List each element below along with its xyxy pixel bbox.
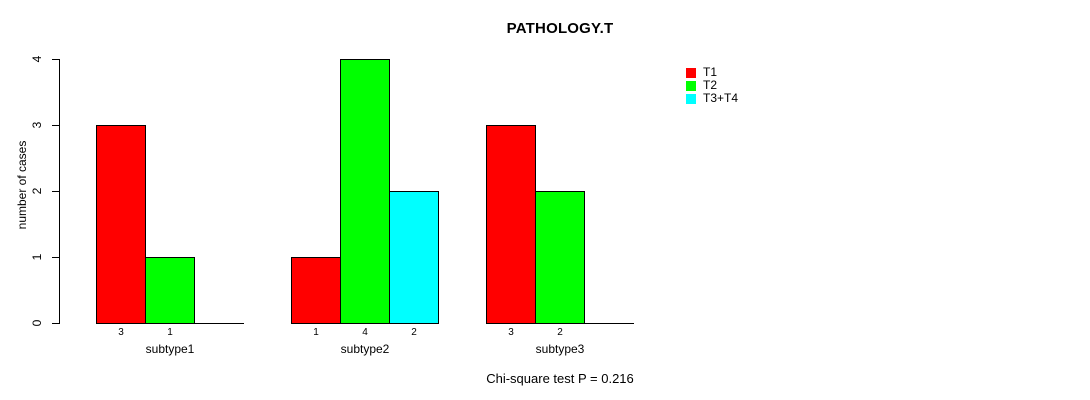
y-tick-label: 1 xyxy=(30,253,44,261)
y-tick-label: 0 xyxy=(30,319,44,327)
bar xyxy=(486,125,536,324)
bar-value-label: 4 xyxy=(362,327,368,338)
y-tick xyxy=(52,257,59,258)
group-label: subtype2 xyxy=(340,342,390,356)
y-tick xyxy=(52,59,59,60)
legend-swatch xyxy=(686,67,696,78)
legend-label: T1 xyxy=(703,65,718,79)
bar xyxy=(96,125,146,324)
legend-swatch xyxy=(686,80,696,91)
chi-square-annotation: Chi-square test P = 0.216 xyxy=(486,371,634,386)
y-tick-label: 4 xyxy=(30,55,44,63)
y-tick xyxy=(52,125,59,126)
bar xyxy=(145,257,195,324)
legend-swatch xyxy=(686,93,696,104)
legend: T1 T2 T3+T4 xyxy=(686,66,738,105)
bar-value-label: 3 xyxy=(118,327,124,338)
legend-label: T3+T4 xyxy=(703,91,739,105)
bar xyxy=(291,257,341,324)
bar xyxy=(389,191,439,324)
zero-bar-line xyxy=(194,323,244,324)
legend-item: T2 xyxy=(686,79,738,92)
zero-bar-line xyxy=(584,323,634,324)
bar xyxy=(535,191,585,324)
legend-item: T1 xyxy=(686,66,738,79)
legend-label: T2 xyxy=(703,78,718,92)
y-axis-line xyxy=(59,59,60,324)
bar-value-label: 2 xyxy=(411,327,417,338)
group-label: subtype3 xyxy=(535,342,585,356)
bar xyxy=(340,59,390,324)
bar-value-label: 3 xyxy=(508,327,514,338)
group-label: subtype1 xyxy=(145,342,195,356)
legend-item: T3+T4 xyxy=(686,92,738,105)
y-tick xyxy=(52,191,59,192)
y-tick-label: 2 xyxy=(30,187,44,195)
y-tick xyxy=(52,323,59,324)
bar-value-label: 2 xyxy=(557,327,563,338)
y-tick-label: 3 xyxy=(30,121,44,129)
bar-value-label: 1 xyxy=(167,327,173,338)
bar-value-label: 1 xyxy=(313,327,319,338)
chart-title: PATHOLOGY.T xyxy=(506,20,614,37)
